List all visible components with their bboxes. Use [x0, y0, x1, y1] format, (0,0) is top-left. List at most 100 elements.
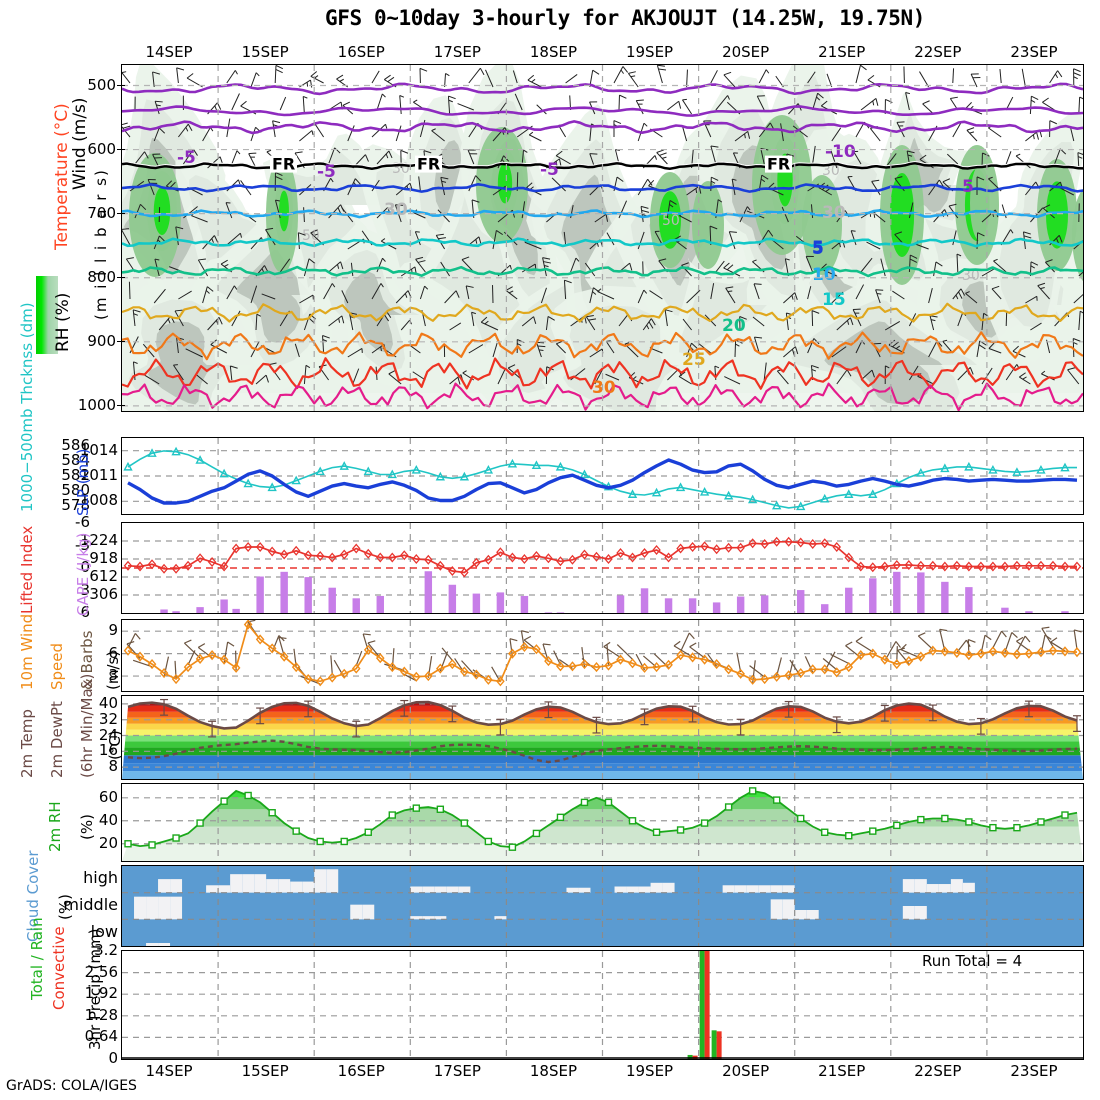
axis-tick-label: 800: [87, 267, 116, 286]
svg-text:30: 30: [592, 378, 616, 398]
axis-tick-label: 3.2: [94, 941, 118, 959]
cloud-level-label: middle: [63, 895, 118, 914]
axis-caption-lifted-index: Lifted Index: [18, 525, 36, 614]
svg-text:15: 15: [822, 290, 846, 310]
axis-caption-wind10m-b: Speed: [48, 642, 66, 690]
panel-2m-rh: [121, 783, 1084, 862]
axis-tick-label: 60: [98, 787, 118, 806]
axis-tick-label: 582: [61, 466, 90, 484]
axis-tick-mark: [117, 340, 125, 342]
date-label-bottom: 18SEP: [529, 1062, 577, 1080]
axis-tick-label: 1008: [79, 491, 118, 510]
panel-2m-temp-dewpt: [121, 695, 1084, 780]
date-label-bottom: 22SEP: [914, 1062, 962, 1080]
panel-upper-air-cross-section: 30 50 30 50 30 -10 -5 5 10 15 20 25 30 -5 -5 5 5 30 30 FR FR…: [121, 64, 1084, 412]
date-label-top: 19SEP: [625, 43, 674, 61]
axis-caption-cloud-units: (%): [56, 894, 74, 920]
svg-text:30: 30: [962, 268, 980, 284]
axis-tick-label: 6: [80, 603, 90, 621]
svg-text:50: 50: [302, 228, 320, 244]
axis-tick-label: 1224: [79, 531, 118, 549]
axis-tick-label: 0: [80, 558, 90, 576]
axis-tick-label: 24: [98, 725, 118, 744]
axis-caption-thickness: 1000−500mb Thcknss (dm): [18, 302, 36, 512]
axis-tick-label: 3: [108, 666, 118, 685]
date-label-top: 16SEP: [337, 43, 385, 61]
axis-tick-label: 900: [87, 331, 116, 350]
date-label-top: 14SEP: [145, 43, 193, 61]
date-label-bottom: 21SEP: [818, 1062, 866, 1080]
cloud-level-label: high: [83, 868, 118, 888]
axis-tick-label: 3: [80, 580, 90, 599]
axis-tick-label: 1014: [79, 440, 118, 459]
date-label-bottom: 17SEP: [433, 1062, 481, 1080]
date-label-top: 22SEP: [914, 43, 962, 61]
axis-tick-label: 20: [98, 833, 118, 852]
axis-tick-label: 578: [61, 496, 90, 515]
svg-text:20: 20: [722, 316, 746, 336]
axis-tick-label: 1011: [79, 466, 118, 484]
axis-tick-label: 6: [108, 643, 118, 662]
panel-cape-lifted-index: [121, 522, 1084, 614]
date-label-top: 21SEP: [818, 43, 866, 61]
axis-caption-temp2m-c: (6hr Min/Max): [78, 673, 96, 778]
axis-caption-temperature: Temperature (°C): [52, 103, 72, 250]
axis-caption-wind10m-units: (m/s): [104, 650, 122, 690]
axis-tick-mark: [117, 148, 125, 150]
axis-caption-precip-conv: Convective: [50, 926, 68, 1010]
axis-tick-mark: [117, 212, 125, 214]
axis-caption-wind10m-a: 10m Wind: [18, 613, 36, 690]
axis-tick-label: 8: [108, 757, 118, 776]
cloud-level-label: low: [90, 921, 118, 941]
axis-tick-label: 40: [98, 693, 118, 712]
axis-tick-label: 584: [61, 450, 90, 469]
page-title: GFS 0~10day 3-hourly for AKJOUJT (14.25W…: [325, 6, 925, 30]
axis-tick-label: -6: [75, 513, 90, 531]
svg-text:30: 30: [384, 200, 408, 220]
axis-tick-label: 2.56: [84, 962, 118, 981]
svg-text:FR: FR: [272, 155, 295, 174]
date-label-bottom: 15SEP: [241, 1062, 289, 1080]
axis-caption-temp2m-a: 2m Temp: [18, 709, 36, 778]
svg-text:-5: -5: [540, 160, 559, 180]
axis-tick-mark: [117, 276, 125, 278]
date-label-top: 23SEP: [1010, 43, 1058, 61]
axis-tick-label: 600: [87, 139, 116, 158]
axis-tick-label: 1000: [77, 395, 116, 414]
date-label-bottom: 20SEP: [722, 1062, 770, 1080]
axis-tick-label: 918: [89, 549, 118, 567]
svg-text:-5: -5: [317, 162, 336, 182]
svg-text:-5: -5: [177, 148, 196, 168]
axis-caption-rh2m-units: (%): [78, 814, 96, 840]
date-label-bottom: 16SEP: [337, 1062, 385, 1080]
svg-text:30: 30: [822, 163, 840, 179]
axis-caption-precip-total: Total / Rain: [28, 917, 46, 1000]
axis-tick-label: 612: [89, 567, 118, 585]
axis-tick-label: 40: [98, 810, 118, 829]
axis-tick-label: 0: [108, 1049, 118, 1067]
axis-tick-mark: [117, 404, 125, 406]
svg-text:30: 30: [822, 203, 846, 223]
date-label-bottom: 23SEP: [1010, 1062, 1058, 1080]
axis-tick-label: 32: [98, 709, 118, 728]
axis-tick-label: 1.28: [84, 1005, 118, 1024]
date-label-top: 15SEP: [241, 43, 289, 61]
axis-tick-label: 586: [61, 435, 90, 454]
panel-cloud-cover: [121, 865, 1084, 947]
axis-tick-label: 9: [108, 621, 118, 640]
axis-tick-label: 16: [98, 741, 118, 760]
run-total-label: Run Total = 4: [922, 952, 1023, 970]
svg-text:50: 50: [662, 213, 680, 229]
svg-text:25: 25: [682, 350, 706, 370]
date-label-top: 17SEP: [433, 43, 481, 61]
axis-caption-temp2m-units: (°C): [106, 730, 124, 760]
svg-text:FR: FR: [767, 155, 790, 174]
date-label-top: 18SEP: [529, 43, 577, 61]
svg-text:5: 5: [962, 177, 974, 197]
svg-text:-10: -10: [825, 142, 856, 162]
axis-caption-pressure-units: (m i l l i b a r s): [92, 168, 110, 320]
axis-caption-cape: CAPE (J/kg): [74, 532, 92, 616]
panel-slp-thickness: [121, 437, 1084, 515]
rh-legend-chip: [36, 276, 58, 354]
